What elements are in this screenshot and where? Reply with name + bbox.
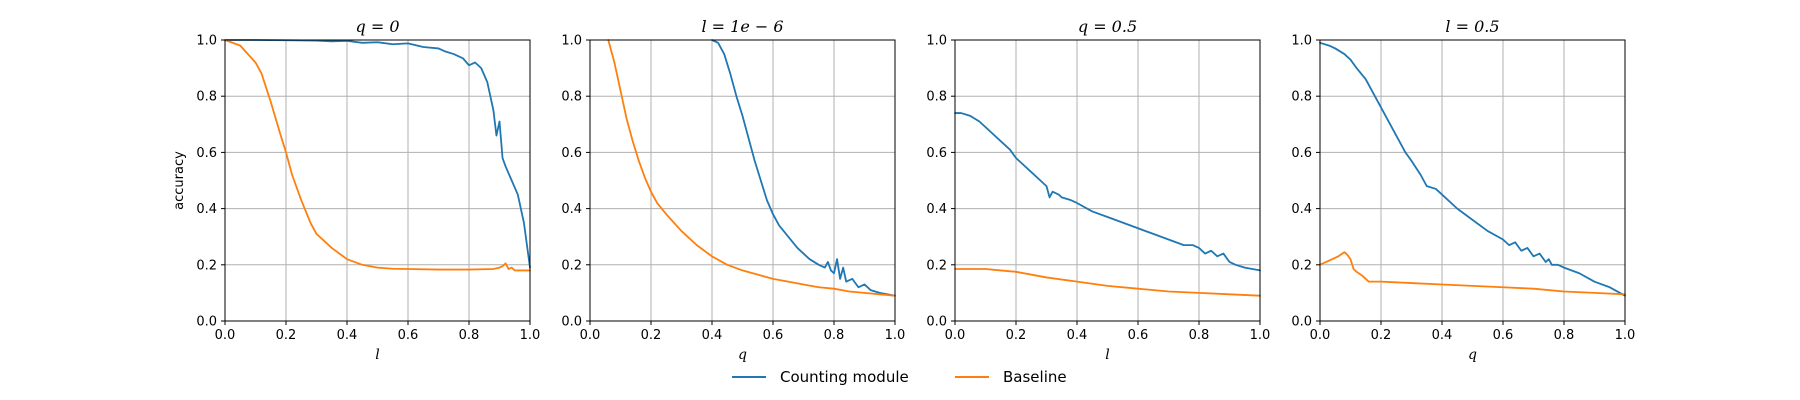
series-line-counting-module [954,112,1261,272]
series-line-baseline [224,39,531,272]
y-tick-label: 0.0 [561,315,582,330]
subplots: 0.0 0.2 0.4 0.6 0.8 1.0 0.0 0.2 0.4 0.6 0.8 1.0 q = … [172,17,1635,363]
legend-label: Baseline [1003,368,1067,386]
y-tick-label: 0.6 [1291,146,1312,161]
y-tick-label: 0.0 [926,315,947,330]
series-line-counting-module [711,39,896,297]
x-tick-label: 0.8 [1189,328,1210,343]
y-tick-label: 1.0 [926,34,947,49]
x-tick-label: 0.0 [1310,328,1331,343]
y-tick-label: 0.0 [196,315,217,330]
y-tick-label: 1.0 [1291,34,1312,49]
x-axis-label: l [1105,347,1109,363]
series-line-counting-module [1319,41,1626,297]
y-tick-label: 0.6 [561,146,582,161]
subplot-title: q = 0.5 [1078,17,1137,36]
x-axis-label: q [1468,347,1477,363]
series-line-baseline [954,268,1261,297]
x-tick-label: 0.6 [763,328,784,343]
subplot-title: l = 0.5 [1445,17,1499,36]
x-tick-label: 0.0 [580,328,601,343]
y-tick-label: 0.2 [196,258,217,273]
x-tick-label: 0.2 [1006,328,1027,343]
x-axis-label: q [738,347,747,363]
legend-item-baseline: Baseline [955,368,1067,386]
subplot-title: q = 0 [356,17,400,36]
y-tick-label: 0.8 [926,90,947,105]
series-line-counting-module [224,39,531,269]
x-tick-label: 0.4 [1432,328,1453,343]
x-tick-label: 0.6 [1128,328,1149,343]
axes-frame [589,39,896,322]
y-tick-label: 1.0 [561,34,582,49]
subplot-3: 0.0 0.2 0.4 0.6 0.8 1.0 0.0 0.2 0.4 0.6 0.8 1.0 q = … [926,17,1270,363]
series-line-baseline [1319,251,1626,296]
x-tick-label: 0.4 [337,328,358,343]
subplot-4: 0.0 0.2 0.4 0.6 0.8 1.0 0.0 0.2 0.4 0.6 0.8 1.0 l = … [1291,17,1635,363]
y-tick-label: 0.8 [196,90,217,105]
x-tick-label: 0.2 [276,328,297,343]
axes-frame [954,39,1261,322]
y-tick-label: 1.0 [196,34,217,49]
y-tick-label: 0.4 [196,202,217,217]
y-tick-label: 0.4 [926,202,947,217]
y-tick-label: 0.6 [926,146,947,161]
y-tick-label: 0.2 [926,258,947,273]
legend-item-counting-module: Counting module [732,368,909,386]
x-axis-label: l [375,347,379,363]
y-axis-label: accuracy [172,151,187,210]
x-tick-label: 0.8 [1554,328,1575,343]
x-tick-label: 0.4 [1067,328,1088,343]
x-tick-label: 0.2 [1371,328,1392,343]
y-tick-label: 0.4 [1291,202,1312,217]
legend-label: Counting module [780,368,909,386]
x-tick-label: 0.4 [702,328,723,343]
y-tick-label: 0.2 [561,258,582,273]
axes-frame [224,39,531,322]
legend: Counting module Baseline [732,368,1067,386]
x-tick-label: 0.8 [459,328,480,343]
x-tick-label: 1.0 [885,328,906,343]
y-tick-label: 0.0 [1291,315,1312,330]
subplot-1: 0.0 0.2 0.4 0.6 0.8 1.0 0.0 0.2 0.4 0.6 0.8 1.0 q = … [172,17,540,363]
x-tick-label: 1.0 [520,328,541,343]
y-tick-label: 0.8 [1291,90,1312,105]
y-tick-label: 0.4 [561,202,582,217]
y-tick-label: 0.8 [561,90,582,105]
axes-frame [1319,39,1626,322]
y-tick-label: 0.6 [196,146,217,161]
x-tick-label: 0.0 [215,328,236,343]
subplot-title: l = 1e − 6 [701,17,783,36]
x-tick-label: 0.2 [641,328,662,343]
y-tick-label: 0.2 [1291,258,1312,273]
x-tick-label: 0.0 [945,328,966,343]
x-tick-label: 1.0 [1250,328,1271,343]
x-tick-label: 0.6 [398,328,419,343]
subplot-2: 0.0 0.2 0.4 0.6 0.8 1.0 0.0 0.2 0.4 0.6 0.8 1.0 l = … [561,17,905,363]
x-tick-label: 1.0 [1615,328,1636,343]
series-line-baseline [607,39,896,297]
x-tick-label: 0.6 [1493,328,1514,343]
x-tick-label: 0.8 [824,328,845,343]
